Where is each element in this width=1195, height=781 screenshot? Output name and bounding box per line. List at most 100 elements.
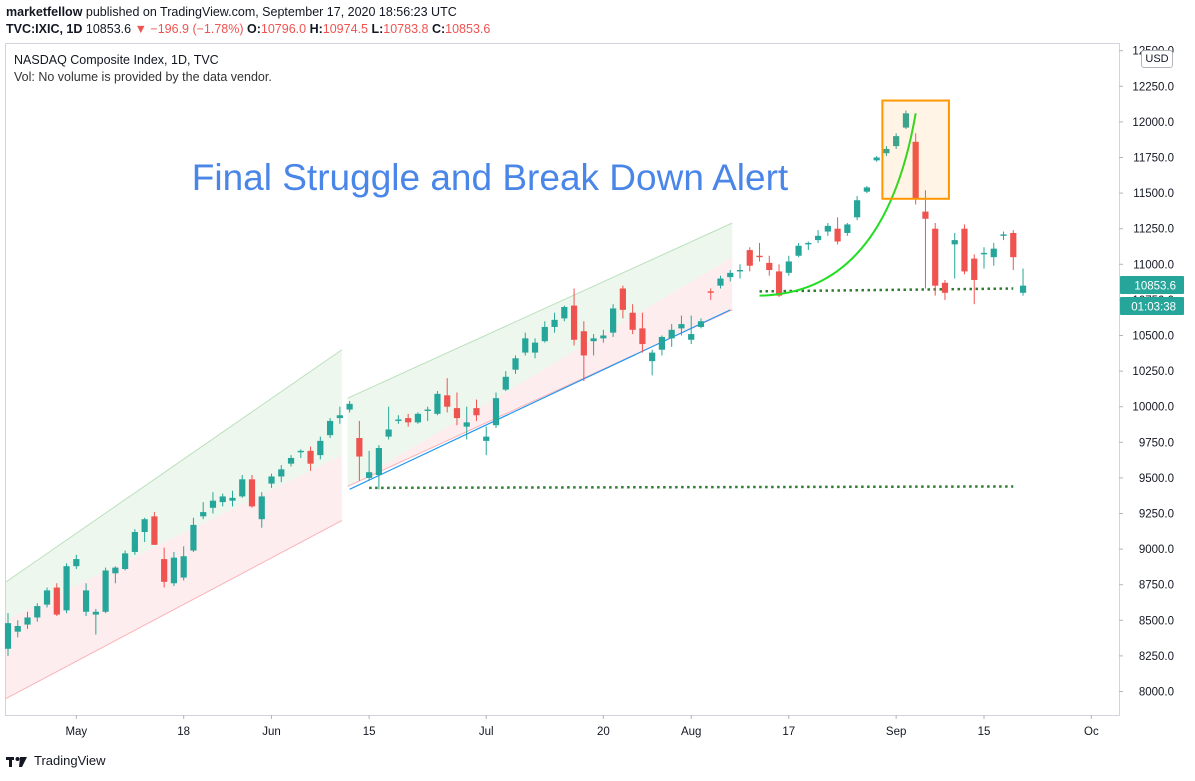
candle-body [414, 413, 422, 423]
candle [112, 566, 119, 584]
y-tick-label: 8250.0 [1139, 651, 1174, 663]
candle [34, 603, 41, 622]
x-tick-label: 15 [978, 726, 991, 738]
candle [102, 567, 109, 614]
countdown-badge-text: 01:03:38 [1131, 302, 1176, 314]
candle-body [561, 307, 568, 319]
candle [248, 475, 256, 508]
candle [366, 450, 373, 481]
candle [639, 312, 646, 353]
candle-body [122, 553, 129, 570]
candle-body [805, 242, 812, 245]
candle-body [668, 329, 675, 339]
candle-body [883, 148, 890, 154]
candle [229, 490, 236, 507]
footer-brand[interactable]: TradingView [6, 753, 106, 768]
y-tick-label: 11750.0 [1133, 153, 1174, 165]
candle-body [219, 496, 226, 503]
candle [336, 406, 343, 424]
candle-body [297, 450, 304, 453]
candle [1010, 230, 1017, 270]
candle-body [707, 291, 714, 293]
candle-body [326, 420, 334, 436]
candle-body [893, 136, 900, 147]
price-axis[interactable]: 8000.0 8250.0 8500.0 8750.0 9000.0 9250.0 9500… [1119, 46, 1174, 699]
candle-body [775, 271, 783, 296]
candle [161, 547, 168, 588]
candle [278, 465, 285, 483]
y-tick-label: 12250.0 [1132, 81, 1174, 93]
candle-body [600, 335, 607, 339]
candle [697, 318, 705, 329]
candle [190, 517, 197, 552]
candle-body [375, 447, 382, 476]
candle [4, 613, 12, 656]
price-badge: 10853.6 [1120, 276, 1184, 294]
candle-body [941, 282, 949, 293]
candle-body [922, 211, 929, 219]
publish-line: marketfellow published on TradingView.co… [6, 5, 457, 19]
high-label: H: [309, 22, 323, 36]
candle-body [824, 225, 831, 232]
candle-body [785, 261, 792, 273]
candle [707, 288, 714, 300]
y-tick-label: 10250.0 [1132, 366, 1174, 378]
candle [990, 242, 997, 266]
candle-body [385, 429, 392, 437]
open-label: O: [247, 22, 261, 36]
candle [395, 415, 402, 424]
x-tick-label: 17 [782, 726, 795, 738]
candle-body [990, 248, 997, 258]
candle-body [492, 398, 500, 426]
candle [268, 473, 275, 488]
currency-badge[interactable]: USD [1141, 50, 1173, 68]
x-tick-label: 15 [363, 726, 376, 738]
y-tick-label: 8500.0 [1139, 615, 1174, 627]
candle-body [814, 235, 822, 241]
candle-body [248, 479, 256, 507]
time-axis[interactable]: May 18 Jun 15 Jul 20 Aug 17 Sep 15 Oc [65, 715, 1099, 738]
y-tick-label: 11000.0 [1133, 259, 1174, 271]
candle-body [619, 288, 626, 310]
candle-body [24, 617, 31, 625]
candle-body [336, 415, 343, 419]
candle-body [287, 457, 295, 464]
candle-body [541, 326, 548, 342]
chart-title[interactable]: Final Struggle and Break Down Alert [192, 157, 789, 198]
candle-body [366, 472, 373, 478]
candle-body [453, 408, 461, 419]
candle [951, 232, 958, 279]
channel-upper-edge [5, 349, 343, 583]
candle-body [746, 250, 753, 266]
candle-body [317, 440, 324, 456]
candle-body [424, 409, 431, 411]
candle [736, 264, 744, 279]
candle [971, 254, 978, 305]
candle [63, 563, 70, 614]
publish-text: published on TradingView.com, September … [85, 5, 457, 19]
candle-body [570, 305, 578, 340]
y-tick-label: 9500.0 [1139, 473, 1174, 485]
channel-upper-band [6, 349, 342, 621]
candle [502, 371, 509, 392]
candle [317, 436, 324, 460]
candle [1019, 268, 1027, 296]
candle [688, 315, 695, 345]
candle-body [102, 570, 109, 612]
x-tick-label: May [65, 726, 87, 738]
candle-body [82, 590, 90, 612]
candle [814, 230, 822, 243]
trendline-layer [349, 287, 1014, 490]
author-name[interactable]: marketfellow [6, 5, 83, 19]
candle-body [141, 519, 148, 533]
candle [43, 587, 51, 608]
candle [980, 247, 988, 269]
x-tick-label: Jul [479, 726, 494, 738]
candle-body [239, 479, 246, 497]
upper-support-line [759, 287, 1014, 293]
candle-body [610, 308, 617, 333]
candle [570, 288, 578, 346]
candle [629, 304, 636, 335]
candle-body [902, 113, 910, 128]
